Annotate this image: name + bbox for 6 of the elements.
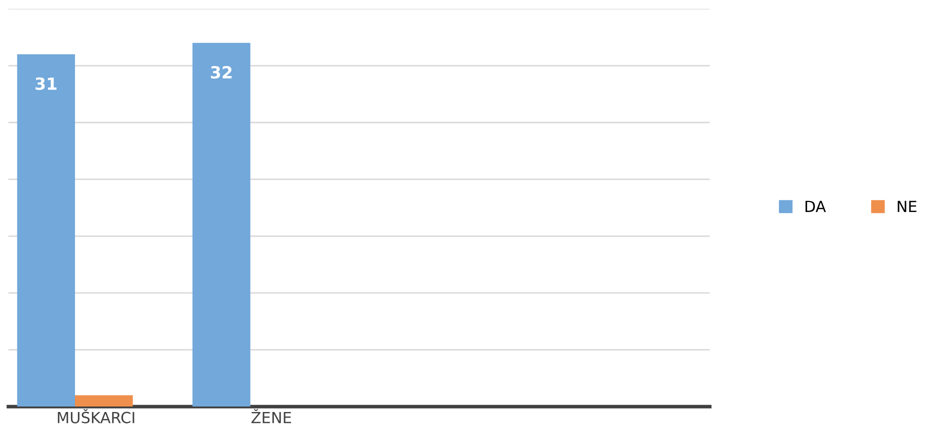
legend-label: NE [898, 200, 916, 212]
legend-label: DA [806, 200, 826, 212]
data-label: 31 [36, 77, 57, 90]
x-tick-label: ŽENE [251, 408, 292, 424]
x-tick-label: MUŠKARCI [58, 408, 134, 424]
data-label: 32 [210, 66, 232, 79]
